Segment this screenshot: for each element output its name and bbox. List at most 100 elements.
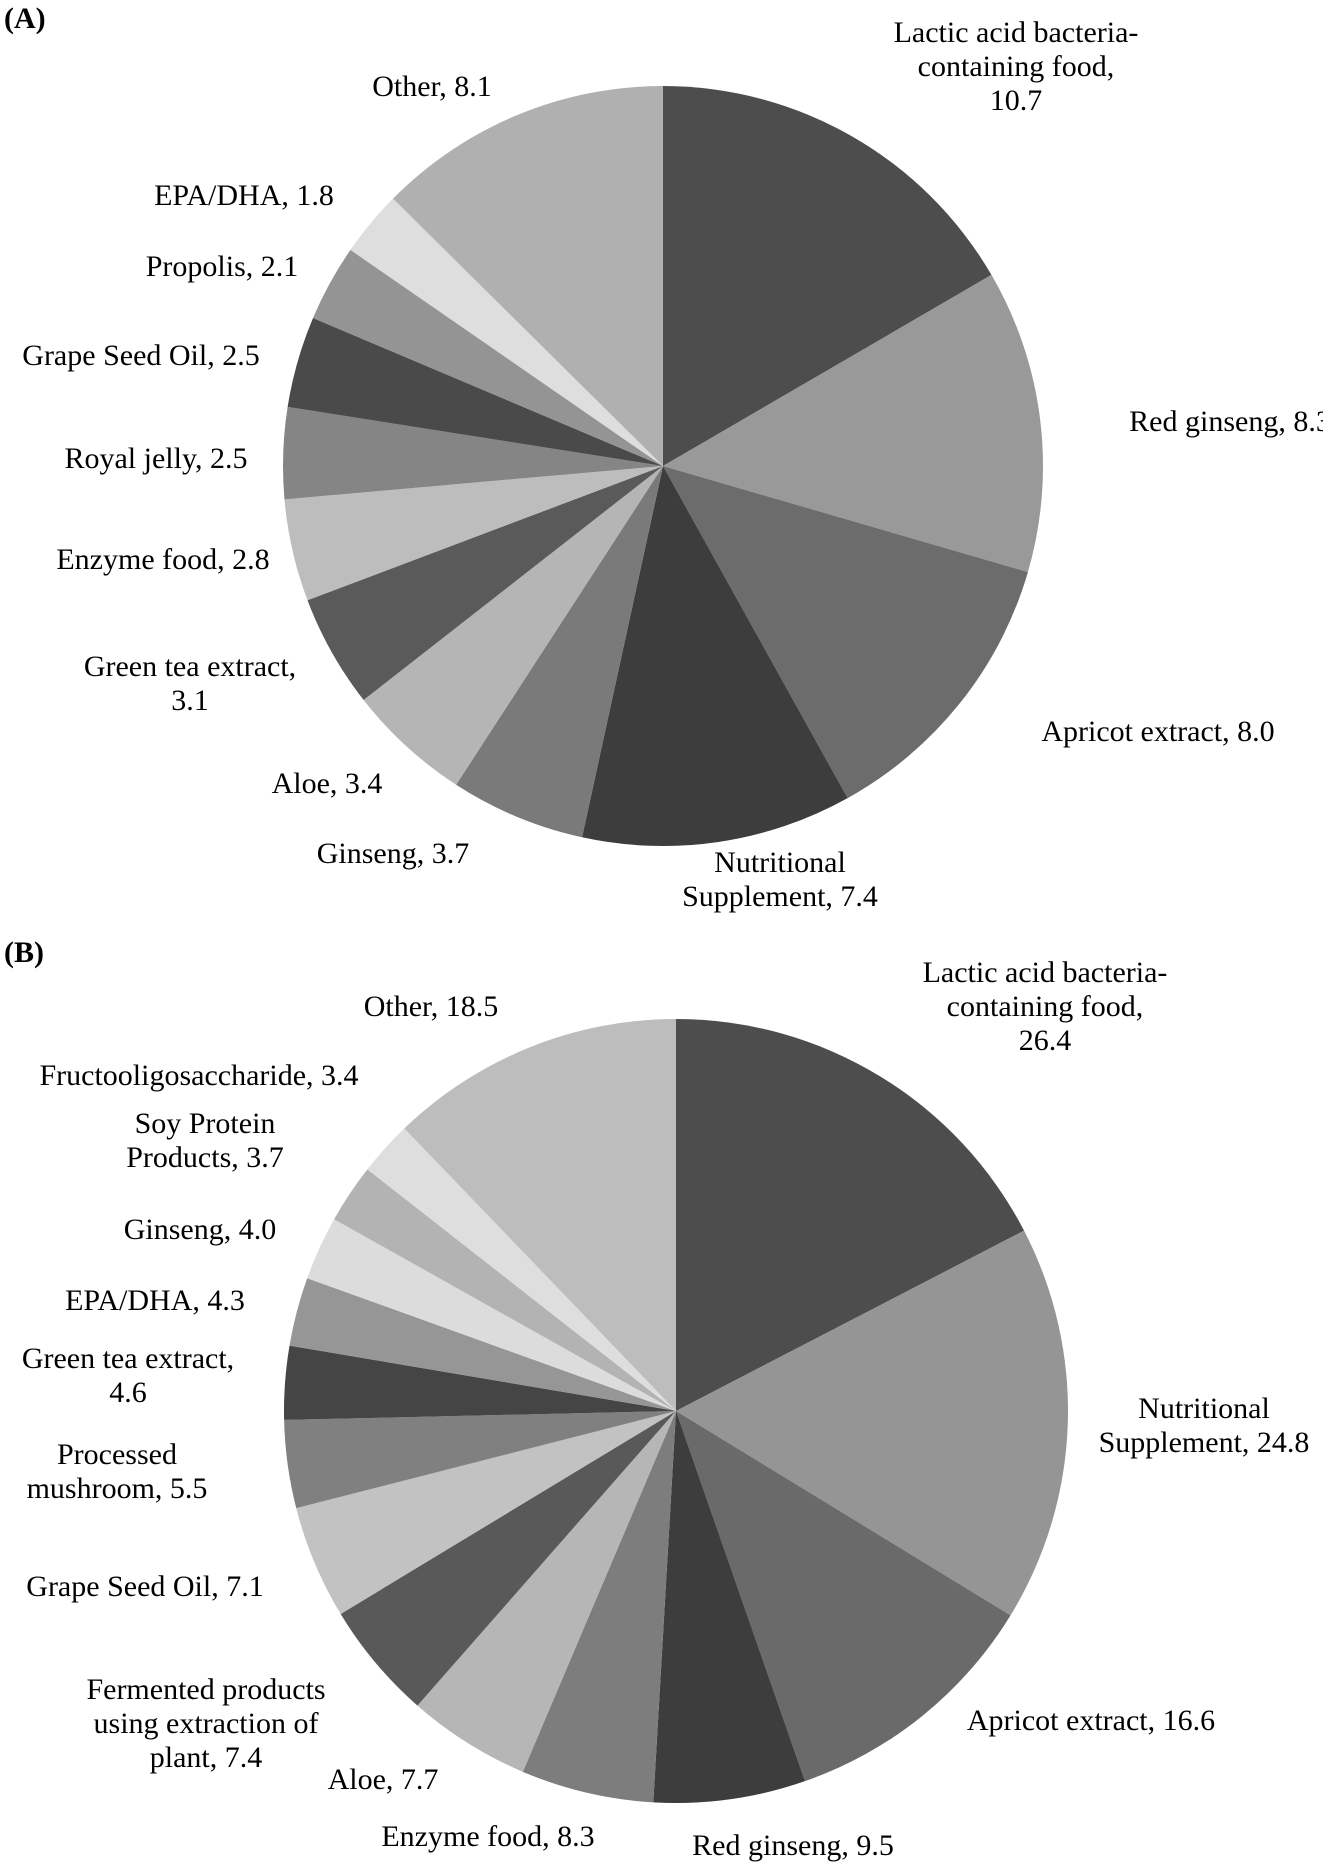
slice-label-line: Nutritional <box>1138 1392 1270 1425</box>
slice-label-a-12: Other, 8.1 <box>372 70 492 103</box>
slice-label-a-7: Enzyme food, 2.8 <box>56 543 269 576</box>
pie-chart-a: Lactic acid bacteria-containing food, 10.… <box>22 16 1323 913</box>
pie-slice-b-13 <box>367 1128 676 1411</box>
slice-label-a-8: Royal jelly, 2.5 <box>64 442 247 475</box>
pie-slice-b-1 <box>676 1230 1069 1616</box>
slice-label-b-0: Lactic acid bacteria-containing food, 26.… <box>923 956 1168 1057</box>
pie-slice-b-9 <box>283 1345 676 1420</box>
slice-label-line: Supplement, 7.4 <box>682 880 878 913</box>
slice-label-line: using extraction of <box>94 1707 319 1740</box>
slice-label-b-10: EPA/DHA, 4.3 <box>65 1284 245 1317</box>
slice-label-b-13: Fructooligosaccharide, 3.4 <box>39 1059 358 1092</box>
pie-slice-b-8 <box>284 1411 676 1509</box>
slice-label-line: Other, 18.5 <box>364 990 499 1023</box>
pie-slice-b-12 <box>334 1169 676 1411</box>
slice-label-line: Ginseng, 4.0 <box>124 1213 277 1246</box>
slice-label-line: 3.1 <box>171 684 209 717</box>
slice-label-b-12: Soy Protein Products, 3.7 <box>126 1107 284 1174</box>
pie-slice-b-4 <box>522 1411 676 1803</box>
slice-label-line: EPA/DHA, 4.3 <box>65 1284 245 1317</box>
slice-label-line: EPA/DHA, 1.8 <box>154 179 334 212</box>
pie-slice-b-6 <box>340 1411 676 1706</box>
slice-label-line: Grape Seed Oil, 7.1 <box>26 1570 263 1603</box>
slice-label-line: Grape Seed Oil, 2.5 <box>22 339 259 372</box>
slice-label-line: 4.6 <box>109 1376 147 1409</box>
pie-slice-a-8 <box>282 406 663 500</box>
pie-slice-b-2 <box>676 1411 1011 1782</box>
slice-label-line: Products, 3.7 <box>126 1141 284 1174</box>
slice-label-b-8: Processed mushroom, 5.5 <box>27 1438 208 1505</box>
slice-label-b-9: Green tea extract, 4.6 <box>22 1342 234 1409</box>
slice-label-line: Propolis, 2.1 <box>146 250 299 283</box>
slice-label-line: Aloe, 7.7 <box>328 1763 439 1796</box>
slice-label-line: Red ginseng, 8.3 <box>1129 405 1323 438</box>
slice-label-line: 26.4 <box>1019 1024 1072 1057</box>
slice-label-b-14: Other, 18.5 <box>364 990 499 1023</box>
pie-chart-b: Lactic acid bacteria-containing food, 26.… <box>22 956 1310 1862</box>
slice-label-a-1: Red ginseng, 8.3 <box>1129 405 1323 438</box>
pie-slice-b-7 <box>296 1411 676 1614</box>
slice-label-a-9: Grape Seed Oil, 2.5 <box>22 339 259 372</box>
slice-label-b-7: Grape Seed Oil, 7.1 <box>26 1570 263 1603</box>
pie-slice-a-6 <box>307 466 663 701</box>
slice-label-line: Enzyme food, 2.8 <box>56 543 269 576</box>
slice-label-line: Fructooligosaccharide, 3.4 <box>39 1059 358 1092</box>
pie-slice-a-10 <box>313 249 663 466</box>
slice-label-a-4: Ginseng, 3.7 <box>317 837 470 870</box>
slice-label-line: plant, 7.4 <box>150 1741 263 1774</box>
slice-label-a-3: Nutritional Supplement, 7.4 <box>682 846 878 913</box>
slice-label-line: containing food, <box>918 50 1115 83</box>
slice-label-b-1: Nutritional Supplement, 24.8 <box>1099 1392 1310 1459</box>
slice-label-a-2: Apricot extract, 8.0 <box>1041 715 1274 748</box>
pie-slice-a-9 <box>287 318 663 466</box>
slice-label-a-0: Lactic acid bacteria-containing food, 10.… <box>894 16 1139 117</box>
slice-label-line: Processed <box>57 1438 177 1471</box>
slice-label-line: Red ginseng, 9.5 <box>692 1829 894 1862</box>
slice-label-b-2: Apricot extract, 16.6 <box>967 1704 1215 1737</box>
slice-label-line: Apricot extract, 16.6 <box>967 1704 1215 1737</box>
slice-label-line: Royal jelly, 2.5 <box>64 442 247 475</box>
slice-label-line: Soy Protein <box>135 1107 276 1140</box>
slice-label-b-11: Ginseng, 4.0 <box>124 1213 277 1246</box>
slice-label-a-11: EPA/DHA, 1.8 <box>154 179 334 212</box>
pie-slice-a-3 <box>582 466 848 847</box>
slice-label-line: Lactic acid bacteria- <box>894 16 1139 49</box>
slice-label-line: Fermented products <box>86 1673 325 1706</box>
pie-slice-a-1 <box>663 274 1043 573</box>
pie-slice-a-11 <box>350 198 663 467</box>
panel-label-a: (A) <box>4 2 46 35</box>
slice-label-a-6: Green tea extract, 3.1 <box>84 650 296 717</box>
slice-label-line: Enzyme food, 8.3 <box>381 1820 594 1853</box>
slice-label-b-4: Enzyme food, 8.3 <box>381 1820 594 1853</box>
slice-label-b-5: Aloe, 7.7 <box>328 1763 439 1796</box>
pie-slice-a-7 <box>284 466 663 601</box>
slice-label-line: Aloe, 3.4 <box>272 767 383 800</box>
pie-slice-b-10 <box>289 1278 676 1411</box>
slice-label-line: mushroom, 5.5 <box>27 1472 208 1505</box>
slice-label-line: Apricot extract, 8.0 <box>1041 715 1274 748</box>
slice-label-line: 10.7 <box>990 84 1043 117</box>
slice-label-line: Other, 8.1 <box>372 70 492 103</box>
pie-slice-b-3 <box>653 1411 805 1803</box>
slice-label-a-5: Aloe, 3.4 <box>272 767 383 800</box>
pie-slice-a-4 <box>456 466 663 838</box>
slice-label-line: Ginseng, 3.7 <box>317 837 470 870</box>
slice-label-line: Supplement, 24.8 <box>1099 1426 1310 1459</box>
slice-label-line: Nutritional <box>714 846 846 879</box>
slice-label-line: Green tea extract, <box>84 650 296 683</box>
slice-label-line: containing food, <box>947 990 1144 1023</box>
pie-slice-a-5 <box>363 466 663 785</box>
pie-slice-b-14 <box>404 1019 676 1411</box>
slice-label-a-10: Propolis, 2.1 <box>146 250 299 283</box>
slice-label-b-3: Red ginseng, 9.5 <box>692 1829 894 1862</box>
pie-slice-b-5 <box>417 1411 676 1772</box>
pie-slice-a-12 <box>392 86 663 466</box>
pie-slice-a-2 <box>663 466 1028 799</box>
pie-slice-b-0 <box>676 1019 1025 1411</box>
slice-label-b-6: Fermented products using extraction of pla… <box>86 1673 325 1774</box>
pie-slice-a-0 <box>663 86 992 466</box>
slice-label-line: Lactic acid bacteria- <box>923 956 1168 989</box>
slice-label-line: Green tea extract, <box>22 1342 234 1375</box>
pie-slice-b-11 <box>307 1219 676 1411</box>
